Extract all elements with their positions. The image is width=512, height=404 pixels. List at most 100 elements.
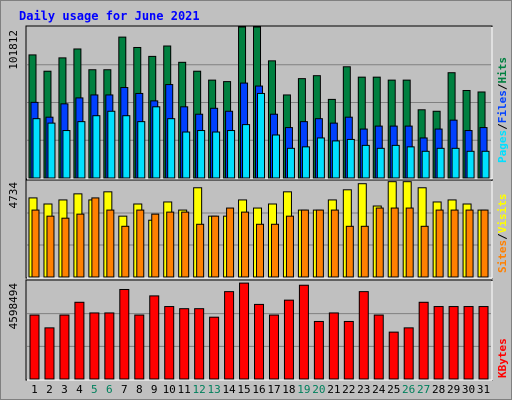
bar-kbytes-day-4: [74, 301, 85, 380]
bar-pages-day-11: [182, 131, 191, 179]
bar-sites-day-12: [196, 223, 205, 278]
bar-pages-day-27: [421, 150, 430, 179]
x-tick-label-day-10: 10: [163, 383, 176, 396]
bar-kbytes-day-18: [283, 299, 294, 380]
bar-pages-day-7: [122, 115, 131, 179]
bar-kbytes-day-14: [224, 291, 235, 380]
bar-sites-day-13: [211, 215, 220, 278]
bar-kbytes-day-19: [298, 284, 309, 380]
right-label-part: Files: [496, 90, 509, 123]
bar-pages-day-13: [212, 131, 221, 179]
bar-pages-day-20: [316, 137, 325, 179]
bar-kbytes-day-11: [179, 308, 190, 380]
bar-sites-day-1: [31, 209, 40, 278]
bar-kbytes-day-25: [388, 331, 399, 380]
bar-kbytes-day-22: [343, 320, 354, 380]
bar-pages-day-18: [286, 147, 295, 179]
x-tick-label-day-17: 17: [267, 383, 280, 396]
bar-kbytes-day-15: [239, 282, 250, 380]
bar-kbytes-day-20: [313, 320, 324, 380]
bar-kbytes-day-8: [134, 314, 145, 380]
bar-sites-day-15: [241, 211, 250, 278]
bar-pages-day-30: [466, 150, 475, 179]
x-tick-label-day-27: 27: [417, 383, 430, 396]
bar-pages-day-22: [346, 138, 355, 179]
bar-kbytes-day-17: [268, 314, 279, 380]
ymax-label-hits: 101812: [7, 30, 20, 70]
bar-sites-day-24: [375, 207, 384, 278]
x-tick-label-day-1: 1: [31, 383, 38, 396]
x-tick-label-day-11: 11: [178, 383, 191, 396]
bar-pages-day-8: [137, 121, 146, 179]
bar-sites-day-18: [285, 215, 294, 278]
bar-sites-day-11: [181, 211, 190, 278]
bar-pages-day-29: [451, 147, 460, 179]
bar-kbytes-day-29: [448, 306, 459, 380]
bar-sites-day-21: [330, 209, 339, 278]
bar-pages-day-17: [271, 134, 280, 179]
ymax-label-visits: 4734: [7, 182, 20, 209]
x-tick-label-day-28: 28: [432, 383, 445, 396]
bar-sites-day-9: [151, 213, 160, 278]
right-label-visits-sites: Sites/Visits: [496, 194, 509, 274]
bar-sites-day-2: [46, 215, 55, 278]
bar-kbytes-day-27: [418, 301, 429, 380]
bar-kbytes-day-24: [373, 314, 384, 380]
bar-pages-day-31: [481, 150, 490, 179]
x-tick-label-day-26: 26: [402, 383, 415, 396]
bar-pages-day-9: [152, 106, 161, 179]
bar-kbytes-day-16: [254, 303, 265, 380]
bar-kbytes-day-26: [403, 327, 414, 380]
bar-kbytes-day-6: [104, 312, 115, 380]
bar-kbytes-day-5: [89, 312, 100, 380]
bar-kbytes-day-28: [433, 306, 444, 380]
bar-pages-day-6: [107, 110, 116, 179]
bar-pages-day-2: [47, 122, 56, 179]
bar-sites-day-23: [360, 225, 369, 278]
bar-sites-day-17: [270, 223, 279, 278]
x-tick-label-day-30: 30: [462, 383, 475, 396]
bar-kbytes-day-13: [209, 316, 220, 380]
bar-kbytes-day-10: [164, 306, 175, 380]
x-tick-label-day-3: 3: [61, 383, 68, 396]
bar-sites-day-29: [450, 209, 459, 278]
x-tick-label-day-7: 7: [121, 383, 128, 396]
bar-sites-day-7: [121, 225, 130, 278]
bar-sites-day-26: [405, 207, 414, 278]
bar-kbytes-day-23: [358, 291, 369, 380]
x-tick-label-day-24: 24: [372, 383, 386, 396]
bar-sites-day-28: [435, 209, 444, 278]
x-tick-label-day-5: 5: [91, 383, 98, 396]
bar-sites-day-14: [226, 207, 235, 278]
bar-kbytes-day-12: [194, 308, 205, 380]
bar-sites-day-27: [420, 225, 429, 278]
bar-sites-day-31: [480, 209, 489, 278]
x-tick-label-day-15: 15: [237, 383, 250, 396]
bar-sites-day-19: [300, 209, 309, 278]
x-tick-label-day-16: 16: [252, 383, 265, 396]
bar-sites-day-8: [136, 209, 145, 278]
bar-pages-day-19: [301, 146, 310, 179]
x-tick-label-day-18: 18: [282, 383, 295, 396]
bar-pages-day-14: [227, 130, 236, 179]
right-label-part: KBytes: [496, 338, 509, 378]
bar-pages-day-3: [62, 130, 71, 179]
bar-pages-day-12: [197, 130, 206, 179]
ymax-label-kbytes: 4598494: [7, 283, 20, 330]
bar-pages-day-23: [361, 144, 370, 179]
bar-pages-day-21: [331, 140, 340, 179]
bar-sites-day-3: [61, 217, 70, 278]
bar-pages-day-1: [32, 118, 41, 179]
right-label-part: Visits: [496, 194, 509, 234]
bar-pages-day-16: [257, 92, 266, 179]
x-tick-label-day-20: 20: [312, 383, 325, 396]
x-tick-label-day-25: 25: [387, 383, 400, 396]
x-tick-label-day-4: 4: [76, 383, 83, 396]
bar-pages-day-26: [406, 146, 415, 179]
bar-kbytes-day-2: [44, 327, 55, 380]
x-tick-label-day-9: 9: [151, 383, 158, 396]
x-tick-label-day-22: 22: [342, 383, 355, 396]
right-label-part: /: [496, 233, 509, 240]
bar-sites-day-16: [256, 223, 265, 278]
